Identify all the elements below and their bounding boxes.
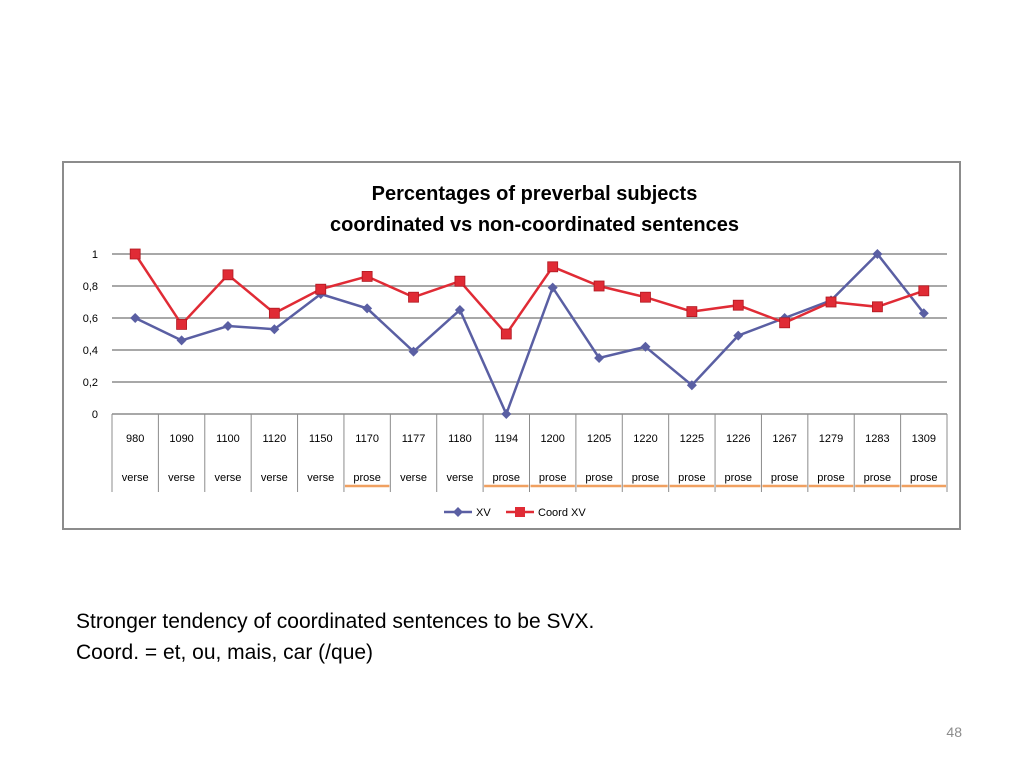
category-type-label: prose (817, 472, 845, 484)
category-type-label: prose (724, 472, 752, 484)
y-tick-label: 0,6 (83, 313, 98, 325)
data-point-coord-xv (732, 299, 744, 311)
category-type-label: prose (585, 472, 613, 484)
data-point-xv (872, 249, 883, 259)
data-point-coord-xv (640, 291, 651, 303)
x-tick-label: 1225 (680, 433, 704, 445)
x-tick-label: 1283 (865, 433, 889, 445)
category-type-label: prose (678, 472, 706, 484)
data-point-coord-xv (500, 328, 512, 340)
data-point-xv (686, 380, 697, 391)
y-tick-label: 1 (92, 249, 98, 261)
caption: Stronger tendency of coordinated sentenc… (76, 606, 594, 668)
y-tick-label: 0,8 (83, 281, 98, 293)
data-point-coord-xv (872, 301, 883, 313)
x-tick-label: 1177 (402, 433, 426, 445)
x-tick-label: 1194 (494, 433, 518, 445)
data-point-coord-xv (361, 271, 373, 282)
category-type-label: prose (771, 472, 799, 484)
category-type-label: prose (910, 472, 938, 484)
category-type-label: prose (539, 472, 567, 484)
data-point-xv (640, 341, 651, 352)
data-point-xv (269, 324, 280, 335)
x-tick-label: 1170 (355, 433, 379, 445)
data-point-xv (733, 330, 744, 341)
data-point-xv (362, 303, 373, 314)
caption-line-2: Coord. = et, ou, mais, car (/que) (76, 641, 374, 664)
data-point-coord-xv (825, 296, 837, 308)
category-type-label: verse (122, 472, 149, 484)
chart-title-line-2: coordinated vs non-coordinated sentences (330, 214, 739, 236)
x-tick-label: 1309 (912, 433, 936, 445)
data-point-coord-xv (686, 306, 698, 318)
data-point-xv (222, 321, 233, 331)
legend-label: XV (476, 507, 491, 519)
y-tick-label: 0,2 (83, 377, 98, 389)
x-tick-label: 1267 (772, 433, 796, 445)
category-type-label: verse (215, 472, 242, 484)
data-point-coord-xv (222, 269, 234, 281)
x-tick-label: 1279 (819, 433, 843, 445)
line-chart: Percentages of preverbal subjects coordin… (83, 183, 948, 519)
legend-marker-diamond (453, 507, 463, 517)
x-tick-label: 980 (126, 433, 144, 445)
series-line-xv (134, 252, 925, 418)
data-point-coord-xv (408, 291, 419, 303)
x-tick-label: 1100 (216, 433, 240, 445)
caption-line-1: Stronger tendency of coordinated sentenc… (76, 610, 595, 633)
data-point-coord-xv (315, 283, 327, 295)
data-point-xv (176, 335, 187, 346)
chart-frame: Percentages of preverbal subjects coordin… (62, 161, 961, 530)
data-point-xv (454, 305, 465, 315)
category-type-label: verse (168, 472, 195, 484)
x-tick-label: 1090 (169, 433, 193, 445)
category-type-label: verse (400, 472, 427, 484)
y-tick-label: 0 (92, 409, 98, 421)
data-point-xv (130, 313, 141, 323)
category-type-label: prose (864, 472, 892, 484)
data-point-coord-xv (779, 317, 791, 329)
x-tick-label: 1220 (633, 433, 657, 445)
category-type-label: prose (353, 472, 381, 484)
data-point-coord-xv (176, 318, 187, 330)
category-type-label: prose (493, 472, 521, 484)
x-tick-label: 1120 (263, 433, 287, 445)
data-point-xv (594, 353, 605, 363)
data-point-xv (547, 282, 558, 293)
data-point-coord-xv (593, 280, 605, 292)
x-tick-label: 1200 (540, 433, 564, 445)
x-tick-label: 1180 (448, 433, 472, 445)
y-tick-label: 0,4 (83, 345, 98, 357)
data-point-coord-xv (454, 275, 466, 287)
legend-label: Coord XV (538, 507, 586, 519)
data-point-coord-xv (129, 248, 141, 260)
category-type-label: verse (446, 472, 473, 484)
data-point-xv (408, 346, 419, 357)
slide-number: 48 (946, 724, 962, 740)
data-point-coord-xv (268, 307, 280, 319)
x-tick-label: 1205 (587, 433, 611, 445)
x-tick-label: 1150 (309, 433, 333, 445)
category-type-label: verse (261, 472, 288, 484)
legend-marker-square (515, 507, 525, 517)
category-type-label: prose (632, 472, 660, 484)
x-tick-label: 1226 (726, 433, 750, 445)
data-point-coord-xv (547, 261, 559, 273)
series-line-coord-xv (134, 253, 925, 337)
data-point-coord-xv (918, 285, 930, 297)
data-point-xv (918, 308, 929, 319)
chart-title-line-1: Percentages of preverbal subjects (372, 183, 698, 205)
data-point-xv (501, 409, 512, 419)
category-type-label: verse (307, 472, 334, 484)
